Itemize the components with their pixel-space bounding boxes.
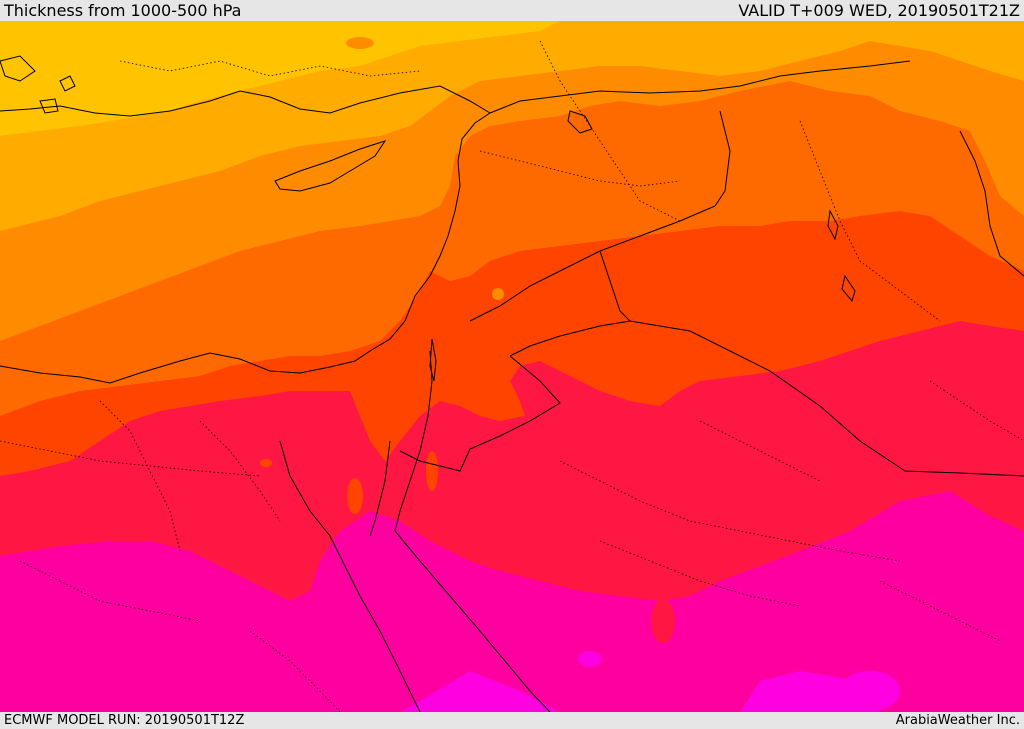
footer-bar: ECMWF MODEL RUN: 20190501T12Z ArabiaWeat… bbox=[0, 712, 1024, 729]
thickness-map[interactable] bbox=[0, 21, 1024, 712]
coastlines bbox=[0, 55, 1024, 712]
band-spot bbox=[346, 37, 374, 49]
band-2 bbox=[0, 21, 560, 136]
header-bar: Thickness from 1000-500 hPa VALID T+009 … bbox=[0, 0, 1024, 21]
band-spot bbox=[578, 651, 602, 667]
band-spot bbox=[840, 671, 900, 711]
band-spot bbox=[347, 478, 363, 514]
map-title: Thickness from 1000-500 hPa bbox=[4, 1, 242, 20]
admin-borders bbox=[0, 40, 1024, 712]
band-spot bbox=[426, 451, 438, 491]
band-spot bbox=[651, 599, 675, 643]
band-spot bbox=[492, 288, 504, 300]
valid-time: VALID T+009 WED, 20190501T21Z bbox=[738, 1, 1020, 20]
band-spot bbox=[980, 33, 1000, 45]
model-run-label: ECMWF MODEL RUN: 20190501T12Z bbox=[4, 713, 245, 728]
band-spot bbox=[260, 459, 272, 467]
map-canvas bbox=[0, 21, 1024, 712]
credit-label: ArabiaWeather Inc. bbox=[895, 713, 1020, 728]
